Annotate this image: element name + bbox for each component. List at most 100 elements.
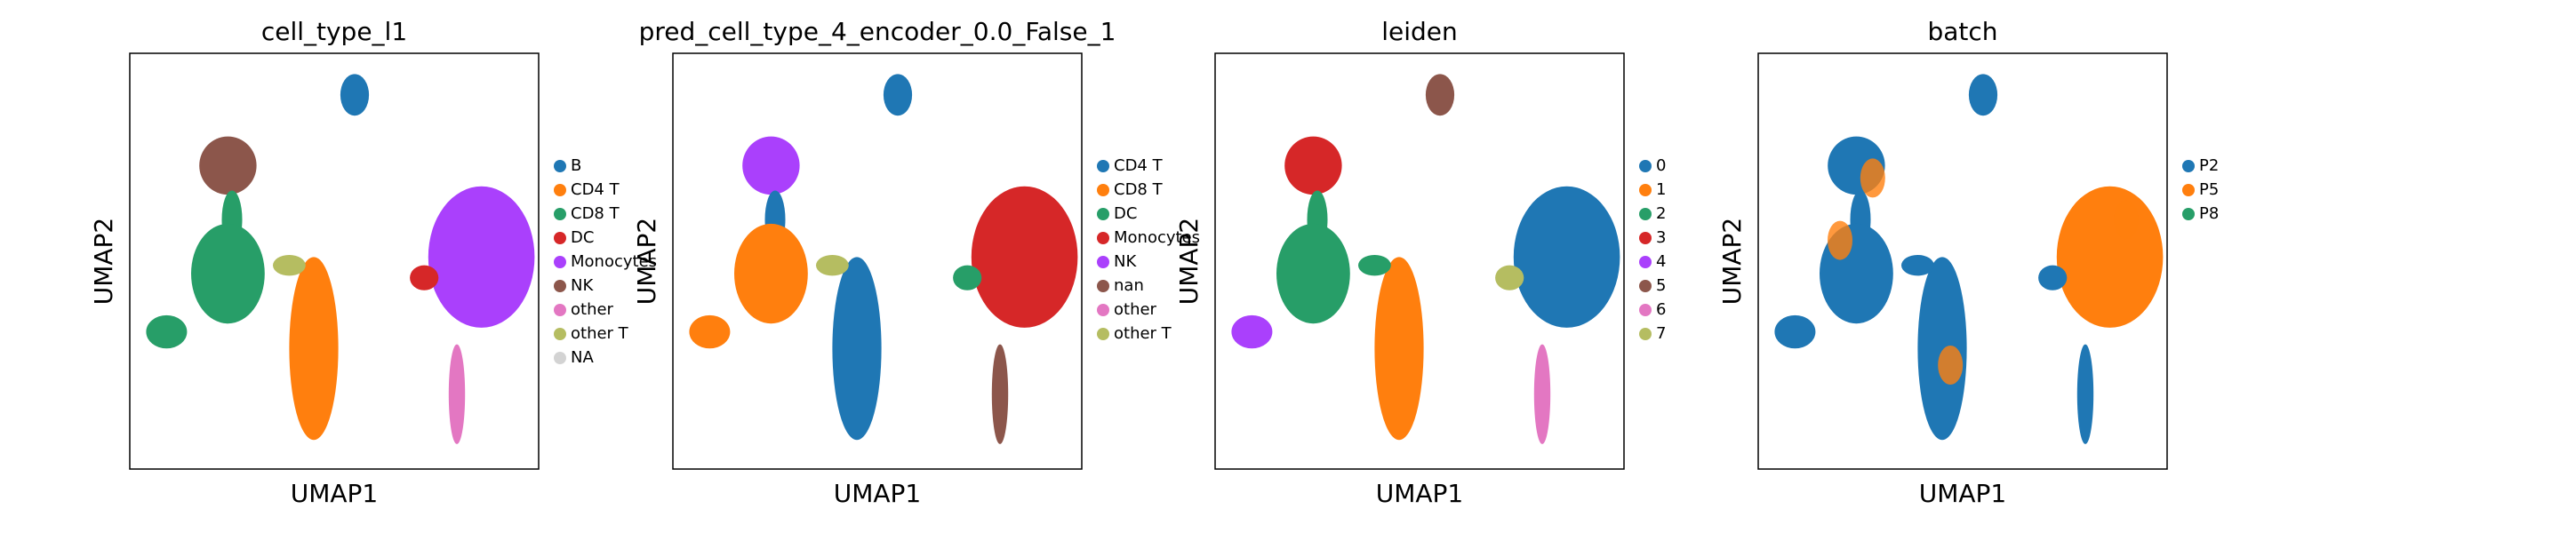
- panel: leiden UMAP1 UMAP2 0 1 2 3 4 5 6 7: [1174, 17, 1666, 508]
- legend-marker: [554, 256, 566, 268]
- cluster: [1938, 346, 1964, 385]
- legend-marker: [1097, 160, 1109, 172]
- axes-frame: [1757, 52, 2168, 470]
- cluster: [883, 74, 913, 116]
- legend-label: NA: [571, 348, 594, 367]
- panel: cell_type_l1 UMAP1 UMAP2 B CD4 T CD8 T DC Monoc…: [89, 17, 657, 508]
- cluster: [428, 186, 535, 328]
- cluster: [1495, 265, 1524, 290]
- axes-frame: [129, 52, 540, 470]
- legend-marker: [554, 352, 566, 364]
- legend-label: other: [1114, 300, 1157, 319]
- legend-marker: [1097, 208, 1109, 220]
- cluster: [1276, 223, 1350, 324]
- legend-marker: [1639, 160, 1652, 172]
- legend-marker: [1097, 328, 1109, 340]
- legend-marker: [1639, 256, 1652, 268]
- legend-label: 1: [1656, 180, 1666, 199]
- legend-marker: [1639, 232, 1652, 244]
- cluster: [273, 254, 306, 276]
- cluster: [2038, 265, 2068, 290]
- legend-label: other: [571, 300, 614, 319]
- cluster: [1284, 136, 1342, 195]
- legend-marker: [1639, 328, 1652, 340]
- chart-title: pred_cell_type_4_encoder_0.0_False_1: [639, 17, 1116, 46]
- legend-label: 0: [1656, 156, 1666, 175]
- legend-label: P8: [2199, 204, 2219, 223]
- legend-label: CD8 T: [1114, 180, 1164, 199]
- legend-label: 5: [1656, 276, 1666, 295]
- cluster: [1358, 254, 1391, 276]
- y-axis-label: UMAP2: [1174, 218, 1204, 306]
- cluster: [953, 265, 982, 290]
- legend-label: NK: [1114, 252, 1137, 271]
- legend-label: P5: [2199, 180, 2219, 199]
- legend-marker: [1639, 280, 1652, 292]
- legend-label: CD4 T: [571, 180, 620, 199]
- y-axis-label: UMAP2: [632, 218, 661, 306]
- cluster: [1968, 74, 1998, 116]
- legend-label: nan: [1114, 276, 1144, 295]
- legend-marker: [1097, 280, 1109, 292]
- cluster: [816, 254, 849, 276]
- legend-label: P2: [2199, 156, 2219, 175]
- chart-title: batch: [1927, 17, 1997, 46]
- cluster: [1828, 220, 1852, 260]
- cluster: [1533, 344, 1551, 444]
- cluster: [289, 257, 339, 441]
- legend-marker: [554, 232, 566, 244]
- chart-title: leiden: [1381, 17, 1458, 46]
- legend-marker: [2182, 208, 2195, 220]
- cluster: [689, 314, 731, 349]
- x-axis-label: UMAP1: [291, 479, 379, 508]
- cluster: [2056, 186, 2164, 328]
- cluster: [2076, 344, 2094, 444]
- legend-marker: [554, 160, 566, 172]
- cluster: [1231, 314, 1273, 349]
- legend-label: 3: [1656, 228, 1666, 247]
- legend-label: other T: [571, 324, 629, 343]
- y-axis-label: UMAP2: [1717, 218, 1747, 306]
- legend-marker: [554, 208, 566, 220]
- legend-marker: [1097, 256, 1109, 268]
- legend-label: CD4 T: [1114, 156, 1164, 175]
- cluster: [146, 314, 188, 349]
- legend-marker: [1097, 304, 1109, 316]
- legend-marker: [554, 328, 566, 340]
- cluster: [448, 344, 466, 444]
- chart-title: cell_type_l1: [261, 17, 407, 46]
- panel: batch UMAP1 UMAP2 P2 P5 P8: [1717, 17, 2219, 508]
- cluster: [1374, 257, 1424, 441]
- cluster: [1860, 158, 1885, 198]
- legend-label: B: [571, 156, 581, 175]
- legend-marker: [2182, 184, 2195, 196]
- cluster: [742, 136, 800, 195]
- cluster: [991, 344, 1009, 444]
- legend-label: DC: [571, 228, 594, 247]
- legend-marker: [554, 184, 566, 196]
- x-axis-label: UMAP1: [834, 479, 922, 508]
- cluster: [1774, 314, 1816, 349]
- legend-label: 7: [1656, 324, 1666, 343]
- cluster: [1425, 74, 1455, 116]
- legend-label: CD8 T: [571, 204, 620, 223]
- legend-marker: [1639, 304, 1652, 316]
- axes-frame: [672, 52, 1083, 470]
- cluster: [2114, 200, 2139, 240]
- legend-label: Monocytes: [1114, 228, 1200, 247]
- x-axis-label: UMAP1: [1376, 479, 1464, 508]
- cluster: [1901, 254, 1934, 276]
- legend-label: DC: [1114, 204, 1137, 223]
- cluster: [410, 265, 439, 290]
- legend-label: 4: [1656, 252, 1666, 271]
- panel: pred_cell_type_4_encoder_0.0_False_1 UMAP…: [632, 17, 1200, 508]
- legend-label: other T: [1114, 324, 1172, 343]
- legend-label: NK: [571, 276, 594, 295]
- axes-frame: [1214, 52, 1625, 470]
- legend-label: 6: [1656, 300, 1666, 319]
- legend-label: 2: [1656, 204, 1666, 223]
- x-axis-label: UMAP1: [1919, 479, 2007, 508]
- cluster: [1917, 257, 1967, 441]
- cluster: [832, 257, 882, 441]
